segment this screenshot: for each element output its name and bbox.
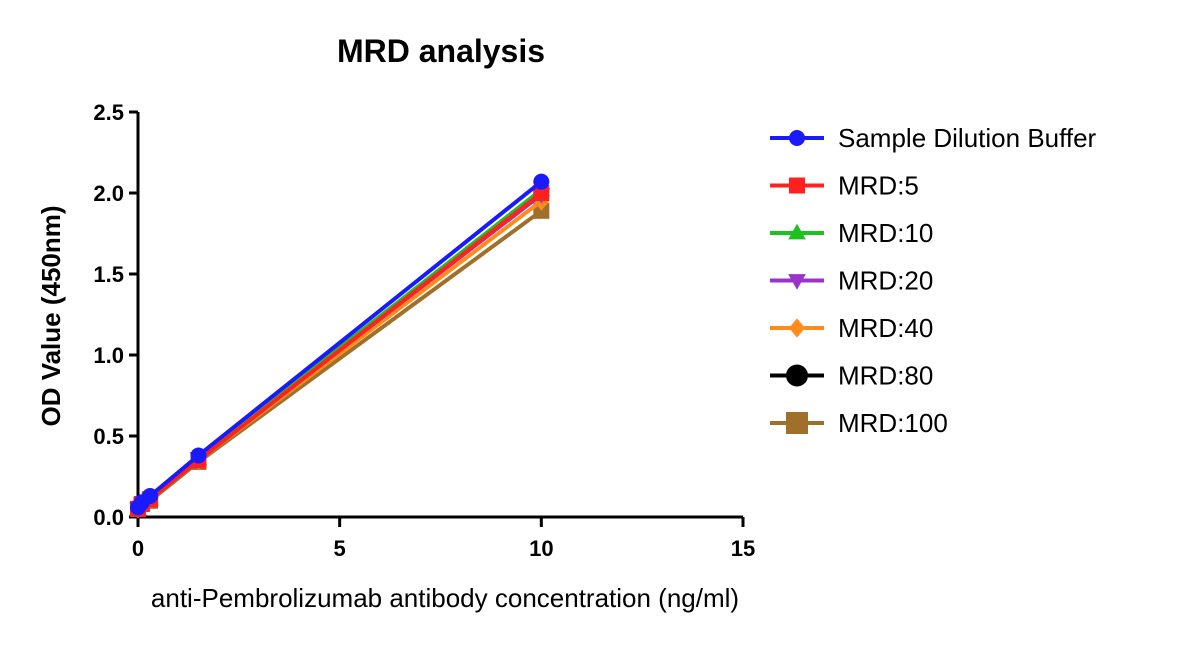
series-layer: [129, 173, 551, 519]
x-axis-label: anti-Pembrolizumab antibody concentratio…: [151, 583, 739, 613]
y-tick-label: 2.5: [93, 100, 124, 125]
chart-title: MRD analysis: [337, 33, 545, 69]
data-point: [533, 173, 550, 190]
legend-item: MRD:10: [770, 218, 933, 248]
legend-label: MRD:10: [838, 218, 933, 248]
y-tick-label: 1.0: [93, 343, 124, 368]
data-point: [533, 185, 550, 201]
y-tick-label: 0.0: [93, 505, 124, 530]
legend-item: MRD:5: [770, 171, 919, 201]
x-tick-label: 10: [529, 536, 553, 561]
x-tick-label: 15: [731, 536, 755, 561]
y-axis-label: OD Value (450nm): [36, 205, 66, 426]
y-tick-label: 2.0: [93, 181, 124, 206]
legend-marker: [786, 364, 808, 387]
legend: Sample Dilution Buffer MRD:5 MRD:10 MRD:20 M…: [770, 123, 1097, 438]
legend-marker: [789, 177, 805, 194]
x-tick-label: 5: [334, 536, 346, 561]
legend-marker: [789, 318, 805, 338]
legend-item: MRD:40: [770, 313, 933, 343]
legend-label: MRD:5: [838, 171, 919, 201]
y-tick-label: 1.5: [93, 262, 124, 287]
axes: 0.0 0.5 1.0 1.5 2.0 2.5 0 5 10 15: [93, 100, 755, 561]
legend-item: MRD:80: [770, 361, 933, 391]
legend-marker: [788, 223, 806, 240]
legend-item: MRD:100: [770, 408, 948, 438]
legend-marker: [789, 130, 805, 146]
legend-label: Sample Dilution Buffer: [838, 123, 1097, 153]
x-tick-label: 0: [132, 536, 144, 561]
y-tick-label: 0.5: [93, 424, 124, 449]
legend-label: MRD:80: [838, 361, 933, 391]
data-point: [533, 202, 550, 219]
legend-label: MRD:100: [838, 408, 948, 438]
series-mrd-5: [130, 185, 550, 517]
legend-label: MRD:20: [838, 266, 933, 296]
legend-marker: [786, 412, 808, 434]
legend-label: MRD:40: [838, 313, 933, 343]
legend-item: Sample Dilution Buffer: [770, 123, 1097, 153]
legend-item: MRD:20: [770, 266, 933, 296]
legend-marker: [788, 274, 806, 290]
series-mrd-100: [130, 202, 550, 517]
series-sample-dilution-buffer: [130, 173, 550, 516]
data-point: [142, 487, 159, 504]
data-point: [190, 447, 207, 464]
